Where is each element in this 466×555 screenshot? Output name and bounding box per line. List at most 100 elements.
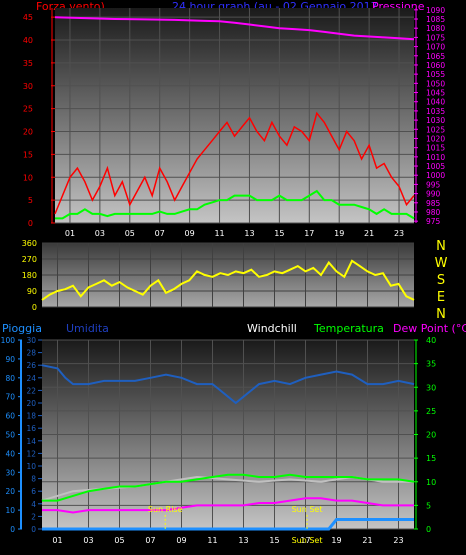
x-tick-label: 09 <box>176 536 186 545</box>
y-right-tick-label: 1090 <box>426 6 445 15</box>
x-tick-label: 21 <box>364 229 374 238</box>
series-line-0 <box>54 111 415 215</box>
x-tick-label: 03 <box>95 229 105 238</box>
x-tick-label: 13 <box>238 536 248 545</box>
y-right-tick-label: 985 <box>426 199 441 208</box>
windchill-label: Windchill <box>247 322 297 335</box>
x-tick-label: 15 <box>269 536 279 545</box>
y-right-tick-label: 1000 <box>426 171 445 180</box>
series-line-0 <box>41 364 415 405</box>
y-left-tick-label: 25 <box>23 105 33 114</box>
x-tick-label: 13 <box>244 229 254 238</box>
x-tick-label: 23 <box>393 536 403 545</box>
x-tick-label: 11 <box>207 536 217 545</box>
y-right-tick-label: 25 <box>426 407 436 416</box>
y-rain-tick-label: 60 <box>5 412 15 421</box>
y-rain-tick-label: 0 <box>10 525 15 534</box>
y-right-tick-label: 1065 <box>426 52 445 61</box>
y-left-tick-label: 45 <box>23 13 33 22</box>
y-right-tick-label: 995 <box>426 180 441 189</box>
y-right-tick-label: 1010 <box>426 153 445 162</box>
y-right-tick-label: 40 <box>426 336 436 345</box>
y-right-tick-label: 1035 <box>426 107 445 116</box>
x-tick-label: 19 <box>331 536 341 545</box>
y-right-tick-label: 980 <box>426 208 441 217</box>
wind-pressure-panel: 01 03 05 07 09 11 13 15 17 19 21 230510152025303540… <box>23 6 446 238</box>
y-left-tick-label: 20 <box>26 399 36 408</box>
y-right-tick-label: 1045 <box>426 89 445 98</box>
y-right-tick-label: 1060 <box>426 61 445 70</box>
x-tick-label: 23 <box>394 229 404 238</box>
y-right-tick-label: 1080 <box>426 24 445 33</box>
wind-direction-panel: 0 90 180 270 360 <box>22 239 415 312</box>
y-right-tick-label: 975 <box>426 217 441 226</box>
y-rain-tick-label: 50 <box>5 431 15 440</box>
series-line-3 <box>42 497 414 514</box>
y-right-tick-label: 20 <box>426 431 436 440</box>
y-rain-tick-label: 20 <box>5 487 15 496</box>
y-left-tick-label: 28 <box>26 349 36 358</box>
y-left-tick-label: 22 <box>26 386 36 395</box>
y-rain-tick-label: 80 <box>5 374 15 383</box>
y-right-tick-label: 1040 <box>426 98 445 107</box>
y-tick-label: 360 <box>22 239 37 248</box>
dir-letter-n2: N <box>436 307 446 322</box>
y-right-tick-label: 1005 <box>426 162 445 171</box>
y-right-tick-label: 35 <box>426 360 436 369</box>
y-tick-label: 90 <box>27 287 37 296</box>
dir-letter-s: S <box>436 273 446 288</box>
dir-letter-n1: N <box>436 239 446 254</box>
x-tick-label: 03 <box>83 536 93 545</box>
humidity-label: Umidita <box>66 322 109 335</box>
y-right-tick-label: 1015 <box>426 144 445 153</box>
series-line-4 <box>42 518 414 531</box>
y-right-tick-label: 1020 <box>426 134 445 143</box>
y-right-tick-label: 990 <box>426 190 441 199</box>
y-tick-label: 270 <box>22 255 37 264</box>
dewpoint-label: Dew Point (°C) <box>393 322 466 335</box>
y-left-tick-label: 26 <box>26 361 36 370</box>
y-left-tick-label: 16 <box>26 424 36 433</box>
y-left-tick-label: 8 <box>31 475 36 484</box>
y-left-tick-label: 10 <box>26 462 36 471</box>
y-left-tick-label: 30 <box>26 336 36 345</box>
y-rain-tick-label: 30 <box>5 468 15 477</box>
x-tick-label: 05 <box>125 229 135 238</box>
series-line-1 <box>55 189 415 220</box>
plot-background <box>55 8 414 223</box>
x-tick-label: 17 <box>304 229 314 238</box>
x-tick-label: 15 <box>274 229 284 238</box>
x-tick-label: 21 <box>362 536 372 545</box>
y-right-tick-label: 1025 <box>426 125 445 134</box>
y-right-tick-label: 5 <box>426 501 431 510</box>
y-left-tick-label: 35 <box>23 59 33 68</box>
sunrise-label: Sun Rise <box>148 505 183 514</box>
y-left-tick-label: 40 <box>23 36 33 45</box>
y-left-tick-label: 24 <box>26 374 36 383</box>
y-left-tick-label: 15 <box>23 150 33 159</box>
x-tick-label: 07 <box>155 229 165 238</box>
x-tick-label: 19 <box>334 229 344 238</box>
y-rain-tick-label: 70 <box>5 393 15 402</box>
dir-letter-w: W <box>434 256 448 271</box>
y-left-tick-label: 12 <box>26 449 36 458</box>
y-left-tick-label: 5 <box>28 196 33 205</box>
y-rain-tick-label: 40 <box>5 449 15 458</box>
y-right-tick-label: 1030 <box>426 116 445 125</box>
y-left-tick-label: 0 <box>31 525 36 534</box>
x-tick-label: 09 <box>185 229 195 238</box>
series-line-2 <box>54 16 415 41</box>
series-line-2 <box>42 473 415 502</box>
y-tick-label: 180 <box>22 271 37 280</box>
x-tick-label: 01 <box>65 229 75 238</box>
x-tick-label: 01 <box>52 536 62 545</box>
y-left-tick-label: 10 <box>23 173 33 182</box>
y-left-tick-label: 2 <box>31 512 36 521</box>
y-left-tick-label: 30 <box>23 82 33 91</box>
y-right-tick-label: 1055 <box>426 70 445 79</box>
series-line-0 <box>41 259 415 301</box>
y-right-tick-label: 1050 <box>426 79 445 88</box>
y-rain-tick-label: 10 <box>5 506 15 515</box>
y-rain-tick-label: 90 <box>5 355 15 364</box>
y-right-tick-label: 30 <box>426 383 436 392</box>
